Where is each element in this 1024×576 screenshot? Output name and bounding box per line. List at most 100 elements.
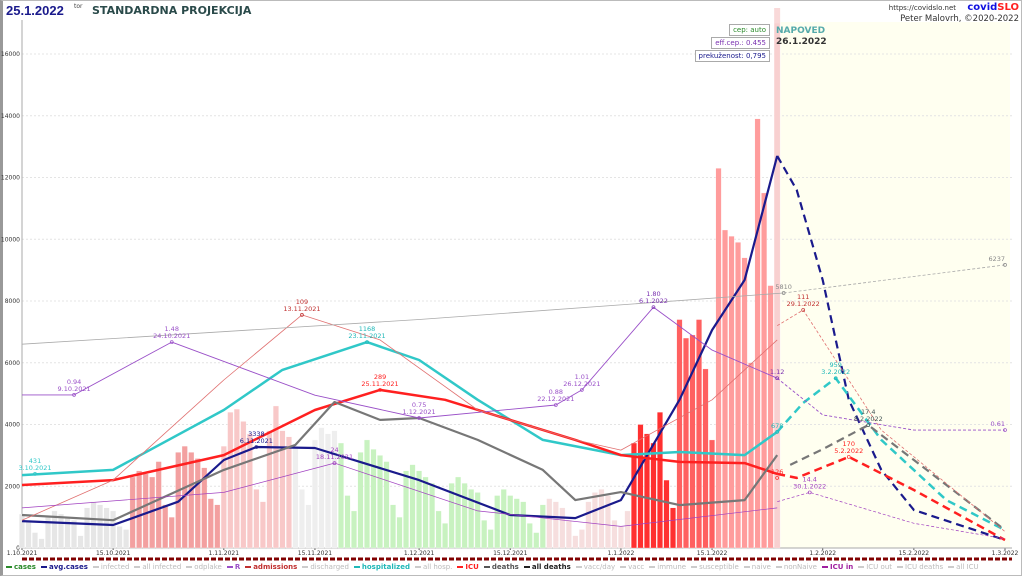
annotation-marker <box>1003 428 1007 432</box>
cases-bar <box>422 476 429 549</box>
legend-item[interactable]: all deaths <box>523 563 571 571</box>
cases-bar <box>155 461 162 549</box>
cases-bar <box>77 535 84 549</box>
legend-swatch <box>691 566 698 568</box>
icu-line <box>21 388 778 487</box>
cases-bar <box>253 489 260 549</box>
legend-item[interactable]: vacc <box>620 563 644 571</box>
legend-swatch <box>948 566 955 568</box>
annotation-label: 5810 <box>775 283 792 291</box>
annotation-label: 17.4 <box>861 408 875 416</box>
cases-bar <box>572 535 579 549</box>
legend-item[interactable]: deaths <box>483 563 519 571</box>
cases-bar <box>618 526 624 549</box>
legend-item[interactable]: discharged <box>302 563 349 571</box>
cases-bar <box>637 424 644 549</box>
cases-bar <box>761 192 768 549</box>
r-line <box>22 306 778 419</box>
cases-bar <box>207 498 214 549</box>
annotation-label: 170 <box>843 440 855 448</box>
legend-label: avg.cases <box>48 563 88 571</box>
legend-item[interactable]: ICU out <box>858 563 892 571</box>
legend-label: all infected <box>142 563 182 571</box>
cases-bar <box>461 483 468 549</box>
cases-bar <box>214 504 221 549</box>
cases-bar <box>624 510 631 549</box>
legend-item[interactable]: all infected <box>134 563 181 571</box>
cases-bar <box>370 449 377 549</box>
cases-bar <box>474 492 481 549</box>
legend: cases avg.cases infected all infected odplak… <box>6 563 979 571</box>
legend-label: all hosp. <box>422 563 453 571</box>
cases-bar <box>338 442 344 549</box>
cases-bar <box>19 513 25 549</box>
legend-item[interactable]: ICU in <box>821 563 853 571</box>
legend-item[interactable]: ICU <box>457 563 479 571</box>
x-tick-label: 1.1.2022 <box>608 550 635 557</box>
cases-bar <box>162 504 169 549</box>
legend-swatch <box>897 566 903 568</box>
cases-bar <box>71 520 77 549</box>
annotation-label: 24 <box>330 446 338 454</box>
cases-bar <box>468 489 475 549</box>
annotation-marker <box>775 476 780 480</box>
annotation-label: 3.10.2021 <box>18 464 51 472</box>
legend-swatch <box>302 566 309 568</box>
legend-item[interactable]: naive <box>743 563 771 571</box>
cases-bar <box>728 236 735 549</box>
annotation-label: 1.12 <box>770 368 784 376</box>
legend-label: odplake <box>194 563 222 571</box>
legend-item[interactable]: avg.cases <box>40 563 88 571</box>
cases-bar <box>377 455 383 549</box>
cases-bar <box>715 168 722 549</box>
legend-item[interactable]: infected <box>92 563 129 571</box>
legend-swatch <box>40 566 47 568</box>
legend-item[interactable]: cases <box>6 563 36 571</box>
cep-param[interactable]: cep: auto <box>729 24 770 36</box>
legend-swatch <box>775 566 782 568</box>
legend-item[interactable]: vacc/day <box>575 563 616 571</box>
hospitalized-line <box>21 340 778 477</box>
cases-bar <box>683 337 689 549</box>
cases-bar <box>383 461 390 549</box>
cases-bar <box>767 285 774 549</box>
legend-item[interactable]: all hosp. <box>414 563 453 571</box>
legend-item[interactable]: hospitalized <box>353 563 410 571</box>
legend-item[interactable]: nonNaive <box>775 563 817 571</box>
legend-swatch <box>414 566 421 568</box>
annotation-marker <box>365 340 369 344</box>
legend-item[interactable]: odplake <box>186 563 222 571</box>
prekuzenost-param[interactable]: prekuženost: 0,795 <box>694 50 770 62</box>
annotation-marker <box>72 393 76 397</box>
legend-swatch <box>92 566 99 568</box>
today-band <box>774 8 781 548</box>
annotation-label: 678 <box>771 422 783 430</box>
y-tick-label: 14000 <box>1 113 20 120</box>
cases-bar <box>233 408 240 549</box>
legend-item[interactable]: admissions <box>245 563 297 571</box>
legend-swatch <box>245 566 252 568</box>
legend-label: ICU out <box>866 563 892 571</box>
legend-item[interactable]: ICU deaths <box>897 563 943 571</box>
immune-line <box>21 292 784 345</box>
annotation-marker <box>417 416 421 420</box>
legend-item[interactable]: immune <box>649 563 686 571</box>
legend-item[interactable]: R <box>226 563 240 571</box>
site-url[interactable]: https://covidslo.net <box>888 4 956 12</box>
icu-in-forecast-line <box>777 492 1006 540</box>
cases-bar <box>676 319 683 549</box>
annotation-label: 109 <box>296 298 308 306</box>
cases-bar <box>533 532 540 549</box>
legend-label: vacc/day <box>583 563 616 571</box>
cases-bar <box>552 501 559 549</box>
annotation-marker <box>775 376 780 381</box>
legend-item[interactable]: susceptible <box>691 563 739 571</box>
y-tick-label: 16000 <box>1 51 20 58</box>
cases-bar <box>513 498 520 549</box>
legend-label: discharged <box>310 563 349 571</box>
cases-bar <box>487 529 494 549</box>
legend-label: nonNaive <box>783 563 817 571</box>
cases-bar <box>409 464 416 549</box>
legend-item[interactable]: all ICU <box>948 563 979 571</box>
eff-cep-param[interactable]: eff.cep.: 0.455 <box>711 37 770 49</box>
